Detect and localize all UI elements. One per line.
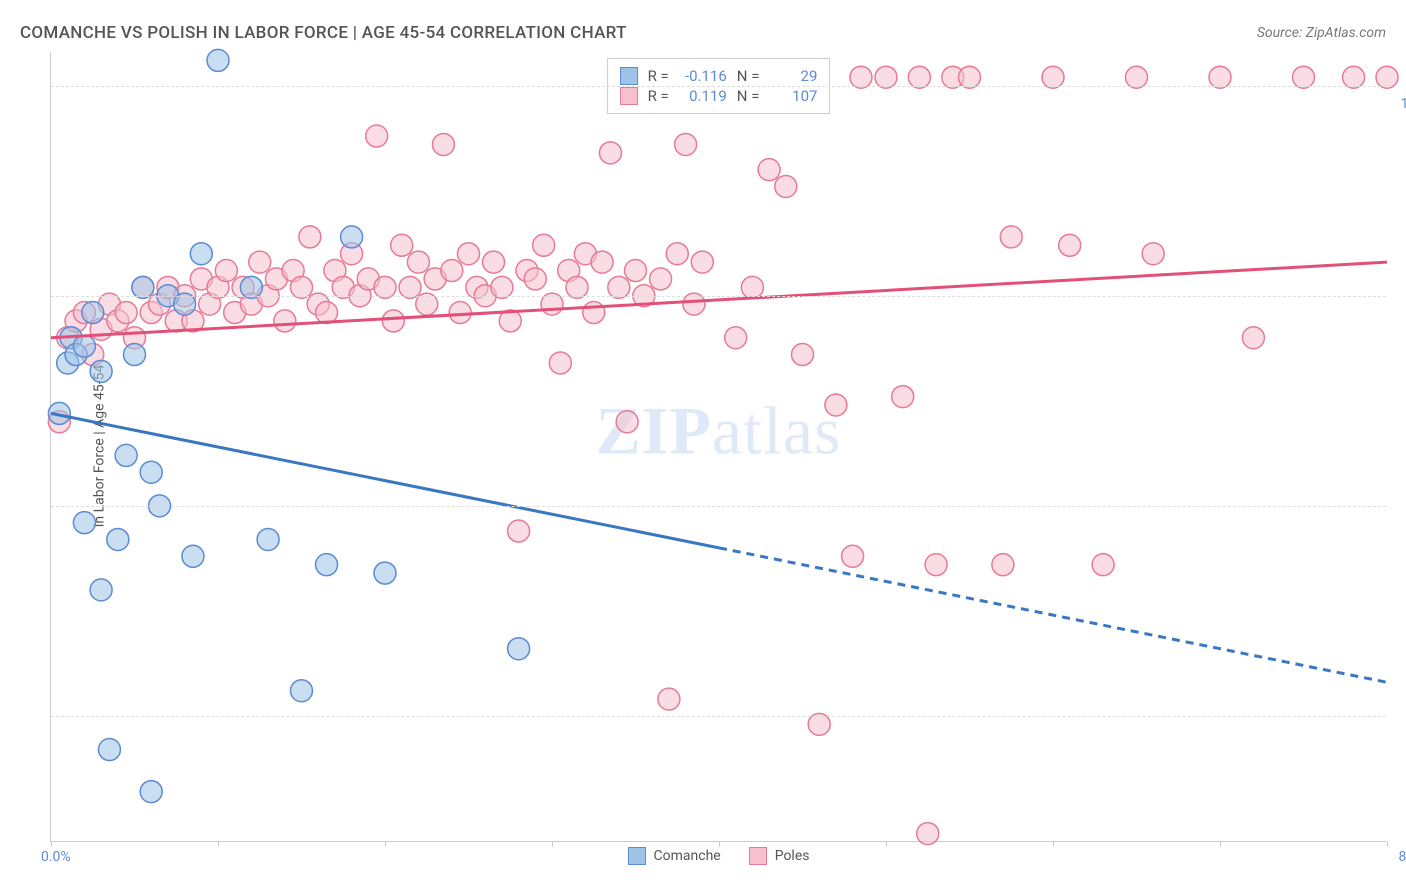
data-point xyxy=(441,260,463,282)
gridline xyxy=(51,506,1386,507)
data-point xyxy=(124,344,146,366)
data-point xyxy=(1092,554,1114,576)
swatch-blue xyxy=(620,67,638,85)
data-point xyxy=(90,360,112,382)
gridline xyxy=(51,296,1386,297)
trend-line xyxy=(719,548,1387,682)
data-point xyxy=(366,125,388,147)
data-point xyxy=(107,528,129,550)
data-point xyxy=(625,260,647,282)
data-point xyxy=(316,554,338,576)
y-tick-label: 75.0% xyxy=(1391,516,1406,532)
x-tick xyxy=(385,841,386,847)
data-point xyxy=(725,327,747,349)
x-tick xyxy=(218,841,219,847)
data-point xyxy=(140,461,162,483)
data-point xyxy=(291,680,313,702)
data-point xyxy=(549,352,571,374)
data-point xyxy=(1242,327,1264,349)
legend-row-poles: R = 0.119 N = 107 xyxy=(620,87,818,105)
gridline xyxy=(51,86,1386,87)
data-point xyxy=(98,739,120,761)
x-tick xyxy=(719,841,720,847)
x-tick xyxy=(51,841,52,847)
y-tick-label: 87.5% xyxy=(1391,306,1406,322)
legend-row-comanche: R = -0.116 N = 29 xyxy=(620,67,818,85)
data-point xyxy=(82,302,104,324)
data-point xyxy=(650,268,672,290)
data-point xyxy=(207,49,229,71)
data-point xyxy=(583,302,605,324)
swatch-pink xyxy=(620,87,638,105)
data-point xyxy=(917,823,939,845)
data-point xyxy=(1059,234,1081,256)
data-point xyxy=(407,251,429,273)
legend-item-poles: Poles xyxy=(749,847,810,865)
x-tick xyxy=(1387,841,1388,847)
data-point xyxy=(599,142,621,164)
data-point xyxy=(73,335,95,357)
data-point xyxy=(691,251,713,273)
series-legend: Comanche Poles xyxy=(628,847,810,865)
legend-item-comanche: Comanche xyxy=(628,847,721,865)
x-tick xyxy=(1053,841,1054,847)
data-point xyxy=(140,781,162,803)
data-point xyxy=(382,310,404,332)
data-point xyxy=(299,226,321,248)
data-point xyxy=(182,545,204,567)
x-tick xyxy=(1220,841,1221,847)
data-point xyxy=(249,251,271,273)
data-point xyxy=(190,243,212,265)
x-tick xyxy=(886,841,887,847)
data-point xyxy=(1000,226,1022,248)
data-point xyxy=(892,386,914,408)
y-tick-label: 100.0% xyxy=(1391,96,1406,112)
x-tick-first: 0.0% xyxy=(41,849,71,865)
data-point xyxy=(675,133,697,155)
chart-source: Source: ZipAtlas.com xyxy=(1257,25,1386,41)
data-point xyxy=(842,545,864,567)
chart-title: COMANCHE VS POLISH IN LABOR FORCE | AGE … xyxy=(20,23,627,43)
data-point xyxy=(792,344,814,366)
data-point xyxy=(616,411,638,433)
chart-header: COMANCHE VS POLISH IN LABOR FORCE | AGE … xyxy=(20,18,1386,48)
data-point xyxy=(458,243,480,265)
data-point xyxy=(508,638,530,660)
data-point xyxy=(925,554,947,576)
x-tick xyxy=(552,841,553,847)
swatch-blue-bottom xyxy=(628,847,646,865)
data-point xyxy=(825,394,847,416)
scatter-svg xyxy=(51,52,1386,841)
data-point xyxy=(775,175,797,197)
data-point xyxy=(391,234,413,256)
swatch-pink-bottom xyxy=(749,847,767,865)
data-point xyxy=(992,554,1014,576)
data-point xyxy=(449,302,471,324)
data-point xyxy=(274,310,296,332)
data-point xyxy=(115,302,137,324)
data-point xyxy=(658,688,680,710)
data-point xyxy=(90,579,112,601)
data-point xyxy=(483,251,505,273)
data-point xyxy=(524,268,546,290)
data-point xyxy=(1142,243,1164,265)
data-point xyxy=(666,243,688,265)
chart-plot-area: ZIPatlas R = -0.116 N = 29 R = 0.119 N =… xyxy=(50,52,1386,842)
data-point xyxy=(215,260,237,282)
data-point xyxy=(115,444,137,466)
data-point xyxy=(533,234,555,256)
data-point xyxy=(758,159,780,181)
data-point xyxy=(508,520,530,542)
y-tick-label: 62.5% xyxy=(1391,726,1406,742)
data-point xyxy=(432,133,454,155)
x-tick-last: 80.0% xyxy=(1398,849,1406,865)
data-point xyxy=(257,528,279,550)
data-point xyxy=(341,226,363,248)
data-point xyxy=(374,562,396,584)
data-point xyxy=(73,512,95,534)
gridline xyxy=(51,716,1386,717)
data-point xyxy=(591,251,613,273)
